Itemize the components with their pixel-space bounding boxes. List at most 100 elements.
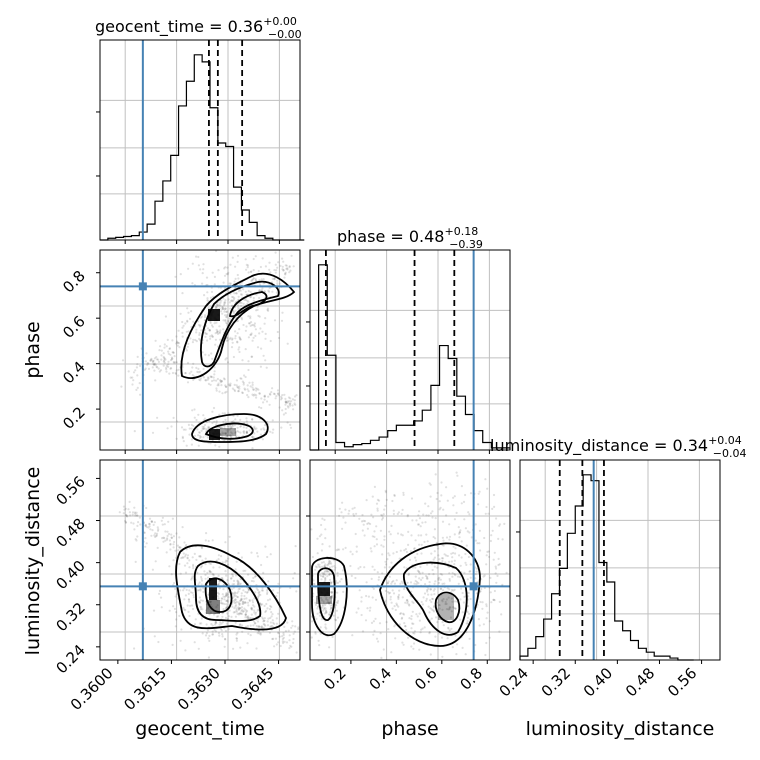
- sample-point: [430, 593, 433, 596]
- sample-point: [144, 537, 147, 540]
- sample-point: [231, 575, 234, 578]
- sample-point: [247, 336, 250, 339]
- sample-point: [163, 356, 166, 360]
- sample-point: [247, 588, 250, 591]
- sample-point: [295, 651, 298, 654]
- sample-point: [218, 587, 221, 590]
- sample-point: [467, 591, 470, 595]
- sample-point: [147, 526, 150, 529]
- sample-point: [226, 617, 230, 620]
- sample-point: [210, 375, 213, 378]
- sample-point: [439, 587, 442, 591]
- sample-point: [446, 587, 449, 590]
- sample-point: [403, 549, 406, 552]
- sample-point: [231, 592, 234, 595]
- sample-point: [239, 599, 242, 602]
- sample-point: [180, 628, 183, 631]
- sample-point: [250, 607, 253, 611]
- sample-point: [432, 606, 435, 609]
- sample-point: [185, 444, 188, 447]
- sample-point: [318, 573, 321, 576]
- sample-point: [418, 517, 421, 520]
- sample-point: [237, 277, 240, 280]
- sample-point: [264, 545, 267, 548]
- sample-point: [498, 600, 501, 604]
- sample-point: [420, 578, 423, 582]
- sample-point: [193, 408, 196, 411]
- sample-point: [321, 571, 324, 575]
- sample-point: [155, 534, 158, 538]
- sample-point: [447, 626, 450, 629]
- sample-point: [445, 554, 448, 557]
- sample-point: [129, 514, 132, 517]
- sample-point: [206, 436, 209, 439]
- truth-marker: [138, 582, 147, 591]
- sample-point: [164, 539, 167, 542]
- sample-point: [425, 597, 428, 601]
- sample-point: [410, 627, 413, 630]
- sample-point: [386, 582, 389, 585]
- sample-point: [218, 390, 221, 393]
- sample-point: [136, 514, 139, 517]
- sample-point: [359, 565, 362, 569]
- sample-point: [175, 340, 179, 343]
- sample-point: [485, 617, 488, 620]
- sample-point: [178, 346, 181, 349]
- sample-point: [421, 521, 424, 524]
- sample-point: [288, 403, 291, 406]
- sample-point: [225, 316, 228, 319]
- histogram-outline: [519, 474, 694, 661]
- sample-point: [452, 589, 455, 592]
- sample-point: [454, 552, 457, 555]
- sample-point: [274, 271, 277, 274]
- sample-point: [236, 341, 239, 344]
- sample-point: [211, 573, 214, 576]
- sample-point: [483, 586, 486, 590]
- sample-point: [402, 491, 405, 494]
- sample-point: [261, 616, 264, 619]
- contour-line: [193, 560, 262, 622]
- sample-point: [239, 338, 242, 341]
- sample-point: [179, 273, 182, 276]
- sample-point: [245, 611, 248, 614]
- sample-point: [372, 587, 375, 591]
- sample-point: [263, 428, 266, 431]
- sample-point: [275, 643, 278, 646]
- sample-point: [191, 556, 194, 559]
- sample-point: [212, 295, 215, 298]
- sample-point: [377, 578, 380, 581]
- sample-point: [170, 536, 173, 540]
- sample-point: [195, 331, 198, 334]
- sample-point: [163, 361, 166, 364]
- sample-point: [231, 295, 234, 299]
- sample-point: [225, 272, 228, 276]
- sample-point: [328, 573, 331, 577]
- sample-point: [226, 612, 229, 615]
- sample-point: [228, 609, 231, 612]
- sample-point: [288, 639, 291, 642]
- sample-point: [417, 523, 421, 526]
- sample-point: [245, 430, 248, 433]
- sample-point: [500, 613, 503, 616]
- sample-point: [247, 289, 250, 293]
- sample-point: [440, 636, 444, 639]
- sample-point: [148, 525, 151, 528]
- sample-point: [227, 628, 230, 631]
- sample-point: [255, 587, 258, 590]
- sample-point: [330, 606, 333, 610]
- sample-point: [284, 630, 287, 633]
- sample-point: [228, 301, 231, 304]
- sample-point: [174, 595, 177, 598]
- sample-point: [401, 596, 404, 599]
- sample-point: [224, 391, 227, 394]
- sample-point: [250, 613, 253, 616]
- sample-point: [242, 610, 245, 613]
- sample-point: [220, 433, 223, 436]
- sample-point: [185, 543, 188, 547]
- sample-point: [182, 589, 185, 592]
- sample-point: [323, 571, 326, 574]
- sample-point: [221, 307, 224, 310]
- sample-point: [336, 581, 340, 585]
- sample-point: [490, 601, 493, 604]
- sample-point: [225, 592, 228, 595]
